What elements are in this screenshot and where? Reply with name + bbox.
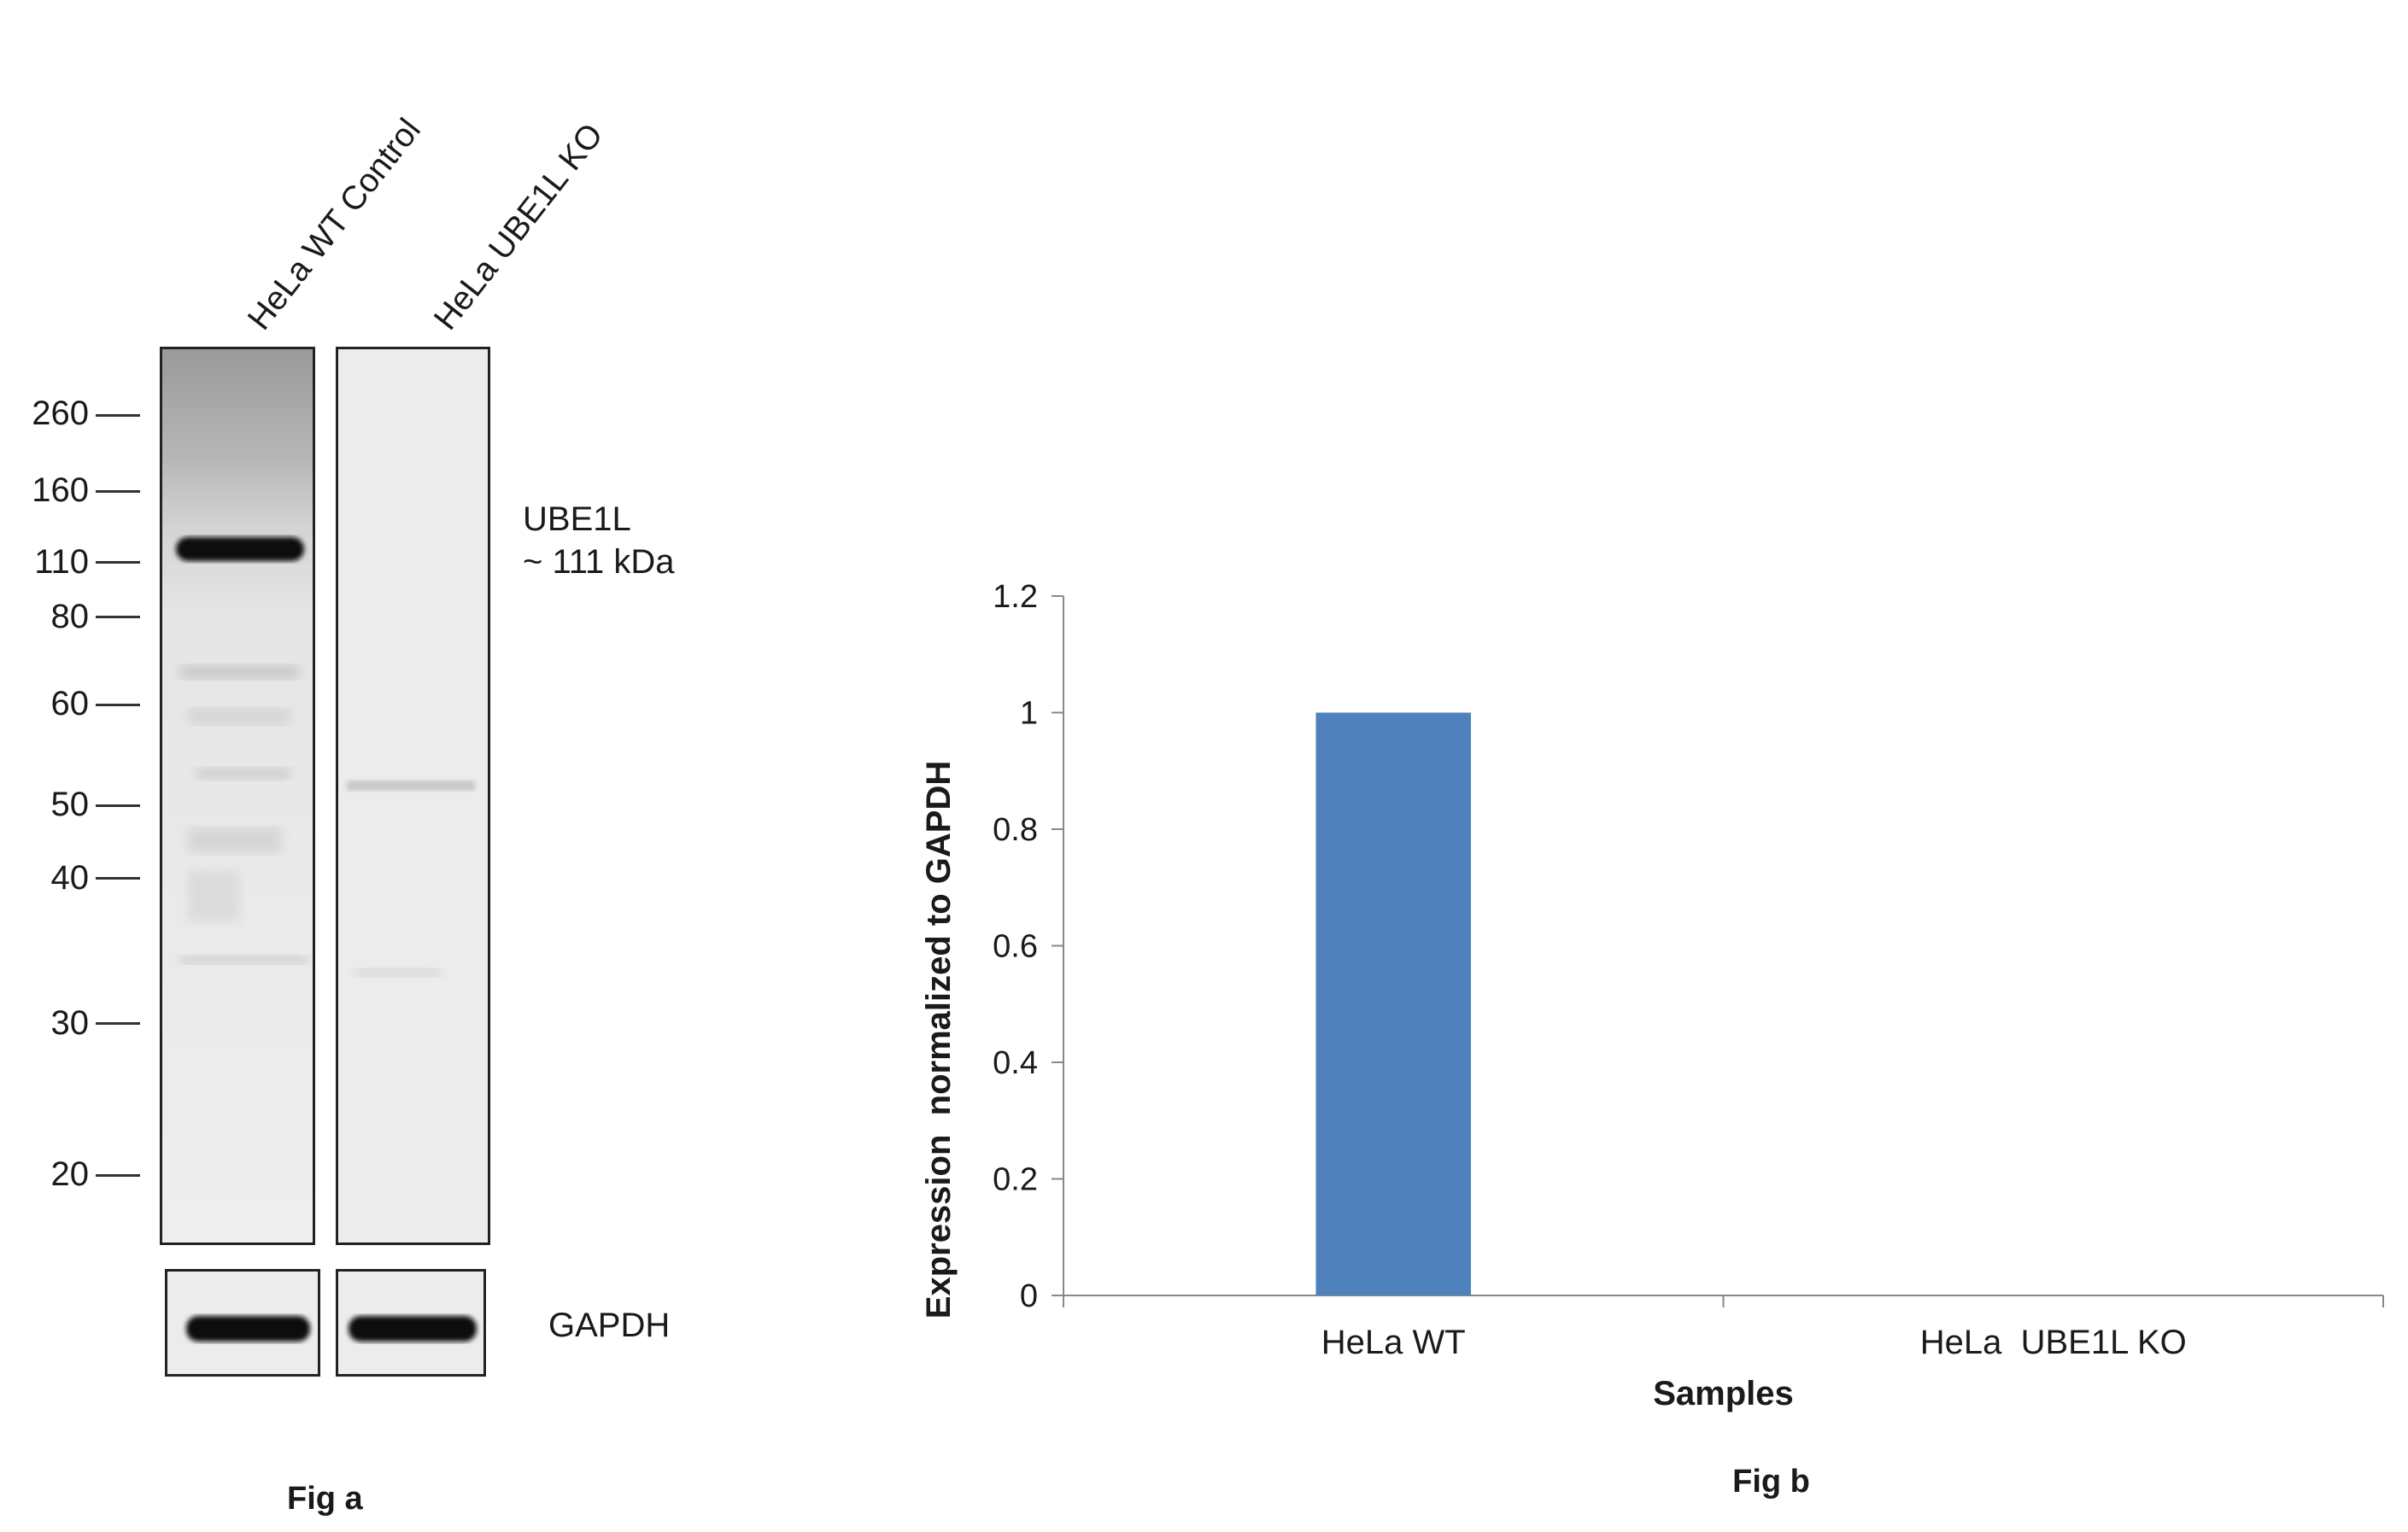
mw-marker-160: 160	[32, 471, 89, 509]
mw-marker-20: 20	[50, 1155, 90, 1193]
mw-tick-110	[96, 561, 140, 564]
y-tick-label: 0.4	[993, 1045, 1038, 1081]
ube1l-band	[176, 537, 304, 561]
mw-tick-80	[96, 616, 140, 618]
mw-marker-40: 40	[50, 859, 90, 897]
lane-label-wt: HeLa WT Control	[241, 112, 428, 337]
mw-tick-30	[96, 1022, 140, 1025]
mw-marker-260: 260	[32, 395, 89, 432]
target-size-label: ~ 111 kDa	[523, 543, 675, 581]
mw-tick-160	[96, 490, 140, 493]
mw-marker-50: 50	[50, 786, 90, 823]
y-tick-label: 1	[1020, 696, 1038, 732]
mw-tick-50	[96, 804, 140, 807]
blot-lane-wt	[160, 347, 315, 1245]
mw-tick-20	[96, 1174, 140, 1177]
loading-control-label: GAPDH	[548, 1307, 671, 1344]
x-category-label: HeLa WT	[1321, 1324, 1466, 1361]
y-tick-label: 0.2	[993, 1162, 1038, 1198]
lane-label-ko: HeLa UBE1L KO	[427, 116, 611, 337]
y-tick-label: 0	[1020, 1278, 1038, 1314]
mw-marker-30: 30	[50, 1004, 90, 1042]
x-axis-title: Samples	[1653, 1375, 1794, 1412]
mw-marker-110: 110	[34, 543, 89, 581]
y-tick-label: 0.8	[993, 812, 1038, 848]
target-name-label: UBE1L	[523, 500, 631, 538]
fig-a-caption: Fig a	[287, 1481, 363, 1517]
mw-tick-40	[96, 877, 140, 880]
bar-hela-wt	[1315, 712, 1472, 1295]
mw-marker-80: 80	[50, 598, 90, 635]
y-axis-title: Expression normalized to GAPDH	[920, 761, 958, 1319]
mw-marker-60: 60	[50, 685, 90, 722]
mw-tick-60	[96, 704, 140, 706]
y-tick-label: 1.2	[993, 579, 1038, 615]
bar-chart: 0 0.2 0.4 0.6 0.8 1 1.2 HeLa WT HeLa UBE1L KO Sam…	[920, 579, 2384, 1500]
y-tick-label: 0.6	[993, 929, 1038, 965]
gapdh-lane-wt	[165, 1269, 320, 1377]
fig-b-caption: Fig b	[1732, 1464, 1810, 1500]
gapdh-lane-ko	[336, 1269, 486, 1377]
blot-lane-ko	[336, 347, 490, 1245]
mw-tick-260	[96, 414, 140, 417]
x-category-label: HeLa UBE1L KO	[1920, 1324, 2187, 1361]
